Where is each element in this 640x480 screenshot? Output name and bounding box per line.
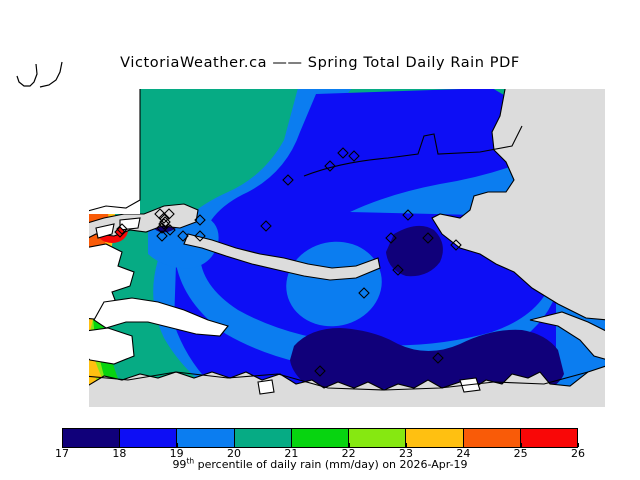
colorbar bbox=[62, 428, 578, 448]
colorbar-swatch-22-23 bbox=[349, 429, 407, 447]
plot-border bbox=[88, 88, 606, 408]
colorbar-tickmark bbox=[463, 443, 465, 447]
station-marker bbox=[392, 264, 404, 276]
coastline-north-inlet bbox=[303, 125, 523, 177]
station-marker bbox=[432, 352, 444, 364]
station-marker bbox=[116, 223, 128, 235]
colorbar-swatch-18-19 bbox=[120, 429, 178, 447]
caption-superscript: th bbox=[186, 456, 195, 466]
colorbar-swatch-24-25 bbox=[463, 429, 521, 447]
water-channel-south bbox=[257, 379, 275, 395]
colorbar-tick-19: 19 bbox=[169, 447, 184, 460]
land-northeast bbox=[431, 88, 606, 321]
page-title: VictoriaWeather.ca —— Spring Total Daily… bbox=[120, 55, 520, 71]
colorbar-tick-22: 22 bbox=[341, 447, 356, 460]
coastline-south bbox=[88, 371, 589, 391]
colorbar-group bbox=[62, 428, 582, 452]
band-21-22 bbox=[88, 88, 132, 408]
station-marker bbox=[348, 150, 360, 162]
colorbar-swatch-23-24 bbox=[406, 429, 464, 447]
colorbar-swatch-17-18 bbox=[63, 429, 121, 447]
colorbar-tickmark bbox=[62, 443, 63, 447]
station-marker bbox=[402, 209, 414, 221]
colorbar-swatch-20-21 bbox=[234, 429, 292, 447]
station-marker bbox=[156, 230, 168, 242]
colorbar-tick-24: 24 bbox=[456, 447, 471, 460]
colorbar-swatch-21-22 bbox=[291, 429, 350, 447]
colorbar-tick-17: 17 bbox=[55, 447, 69, 460]
band-17-18-south bbox=[290, 328, 564, 396]
station-marker bbox=[282, 174, 294, 186]
station-marker bbox=[177, 230, 189, 242]
caption-suffix: percentile of daily rain (mm/day) on 202… bbox=[194, 458, 468, 471]
station-marker bbox=[159, 216, 171, 228]
colorbar-caption: 99th percentile of daily rain (mm/day) o… bbox=[0, 456, 640, 471]
colorbar-tickmark bbox=[578, 443, 579, 447]
station-marker bbox=[450, 239, 462, 251]
colorbar-tick-25: 25 bbox=[513, 447, 528, 460]
colorbar-tickmark bbox=[119, 443, 121, 447]
colorbar-tick-labels: 17 18 19 20 21 22 23 24 25 26 bbox=[55, 443, 585, 461]
water-inlet-fingers bbox=[95, 223, 115, 239]
contour-map-plot bbox=[88, 88, 606, 408]
land-isthmus bbox=[183, 233, 381, 281]
colorbar-tick-26: 26 bbox=[571, 447, 585, 460]
contour-field bbox=[88, 88, 606, 408]
coastline-masks bbox=[88, 88, 606, 408]
station-marker bbox=[422, 232, 434, 244]
station-marker bbox=[158, 212, 170, 224]
colorbar-tick-21: 21 bbox=[284, 447, 299, 460]
colorbar-tickmark bbox=[348, 443, 350, 447]
colorbar-tickmark bbox=[234, 443, 235, 447]
colorbar-tick-18: 18 bbox=[112, 447, 127, 460]
station-marker bbox=[164, 224, 176, 236]
band-19-20-central-oval bbox=[286, 241, 382, 327]
land-east-notch bbox=[529, 311, 606, 361]
station-marker bbox=[194, 214, 206, 226]
station-marker bbox=[163, 208, 175, 220]
colorbar-tickmark bbox=[291, 443, 293, 447]
colorbar-tick-20: 20 bbox=[227, 447, 241, 460]
band-17-18-east-blob bbox=[386, 225, 443, 277]
colorbar-tickmark bbox=[520, 443, 522, 447]
station-marker bbox=[314, 365, 326, 377]
station-marker bbox=[324, 160, 336, 172]
station-marker bbox=[260, 220, 272, 232]
colorbar-tick-23: 23 bbox=[399, 447, 413, 460]
water-pocket-southwest bbox=[88, 327, 135, 365]
colorbar-swatch-25-26 bbox=[520, 429, 577, 447]
station-marker bbox=[337, 147, 349, 159]
white-margin-nw-coast bbox=[88, 88, 141, 212]
colorbar-tickmark bbox=[176, 443, 178, 447]
margin-coastline-fragment bbox=[16, 61, 63, 88]
colorbar-tickmark bbox=[406, 443, 407, 447]
station-marker bbox=[358, 287, 370, 299]
colorbar-swatch-19-20 bbox=[177, 429, 235, 447]
station-marker bbox=[385, 232, 397, 244]
water-lake-southwest bbox=[93, 297, 229, 337]
station-marker bbox=[194, 230, 206, 242]
station-markers-layer bbox=[114, 147, 462, 377]
caption-prefix: 99 bbox=[172, 458, 187, 471]
